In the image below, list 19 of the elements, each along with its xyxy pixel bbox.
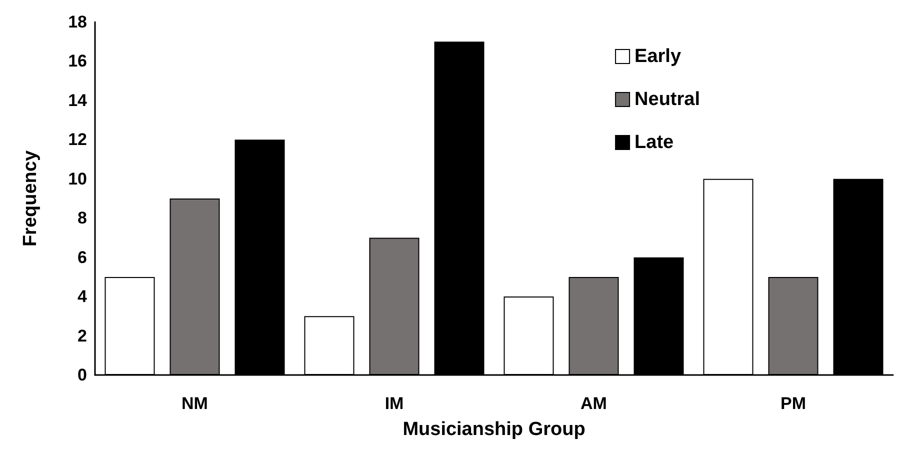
y-tick-label: 16 [68,52,87,71]
y-tick-label: 18 [68,12,87,32]
x-tick-label: NM [182,394,208,413]
x-tick-label: AM [580,394,607,413]
x-tick-label: IM [384,394,404,413]
legend-label: Late [634,132,674,153]
y-tick-label: 14 [68,90,88,110]
y-tick-label: 12 [68,130,87,150]
y-tick-label: 8 [78,208,87,228]
y-tick-label: 4 [78,287,88,306]
y-tick-label: 10 [68,169,87,188]
legend-label: Early [634,46,682,67]
legend-label: Neutral [634,89,700,110]
x-tick-label: PM [780,394,806,413]
x-axis-title: Musicianship Group [402,419,586,440]
y-tick-label: 2 [78,326,87,346]
y-axis-title: Frequency [20,150,41,247]
y-tick-label: 6 [78,248,87,267]
y-tick-label: 0 [78,366,87,384]
